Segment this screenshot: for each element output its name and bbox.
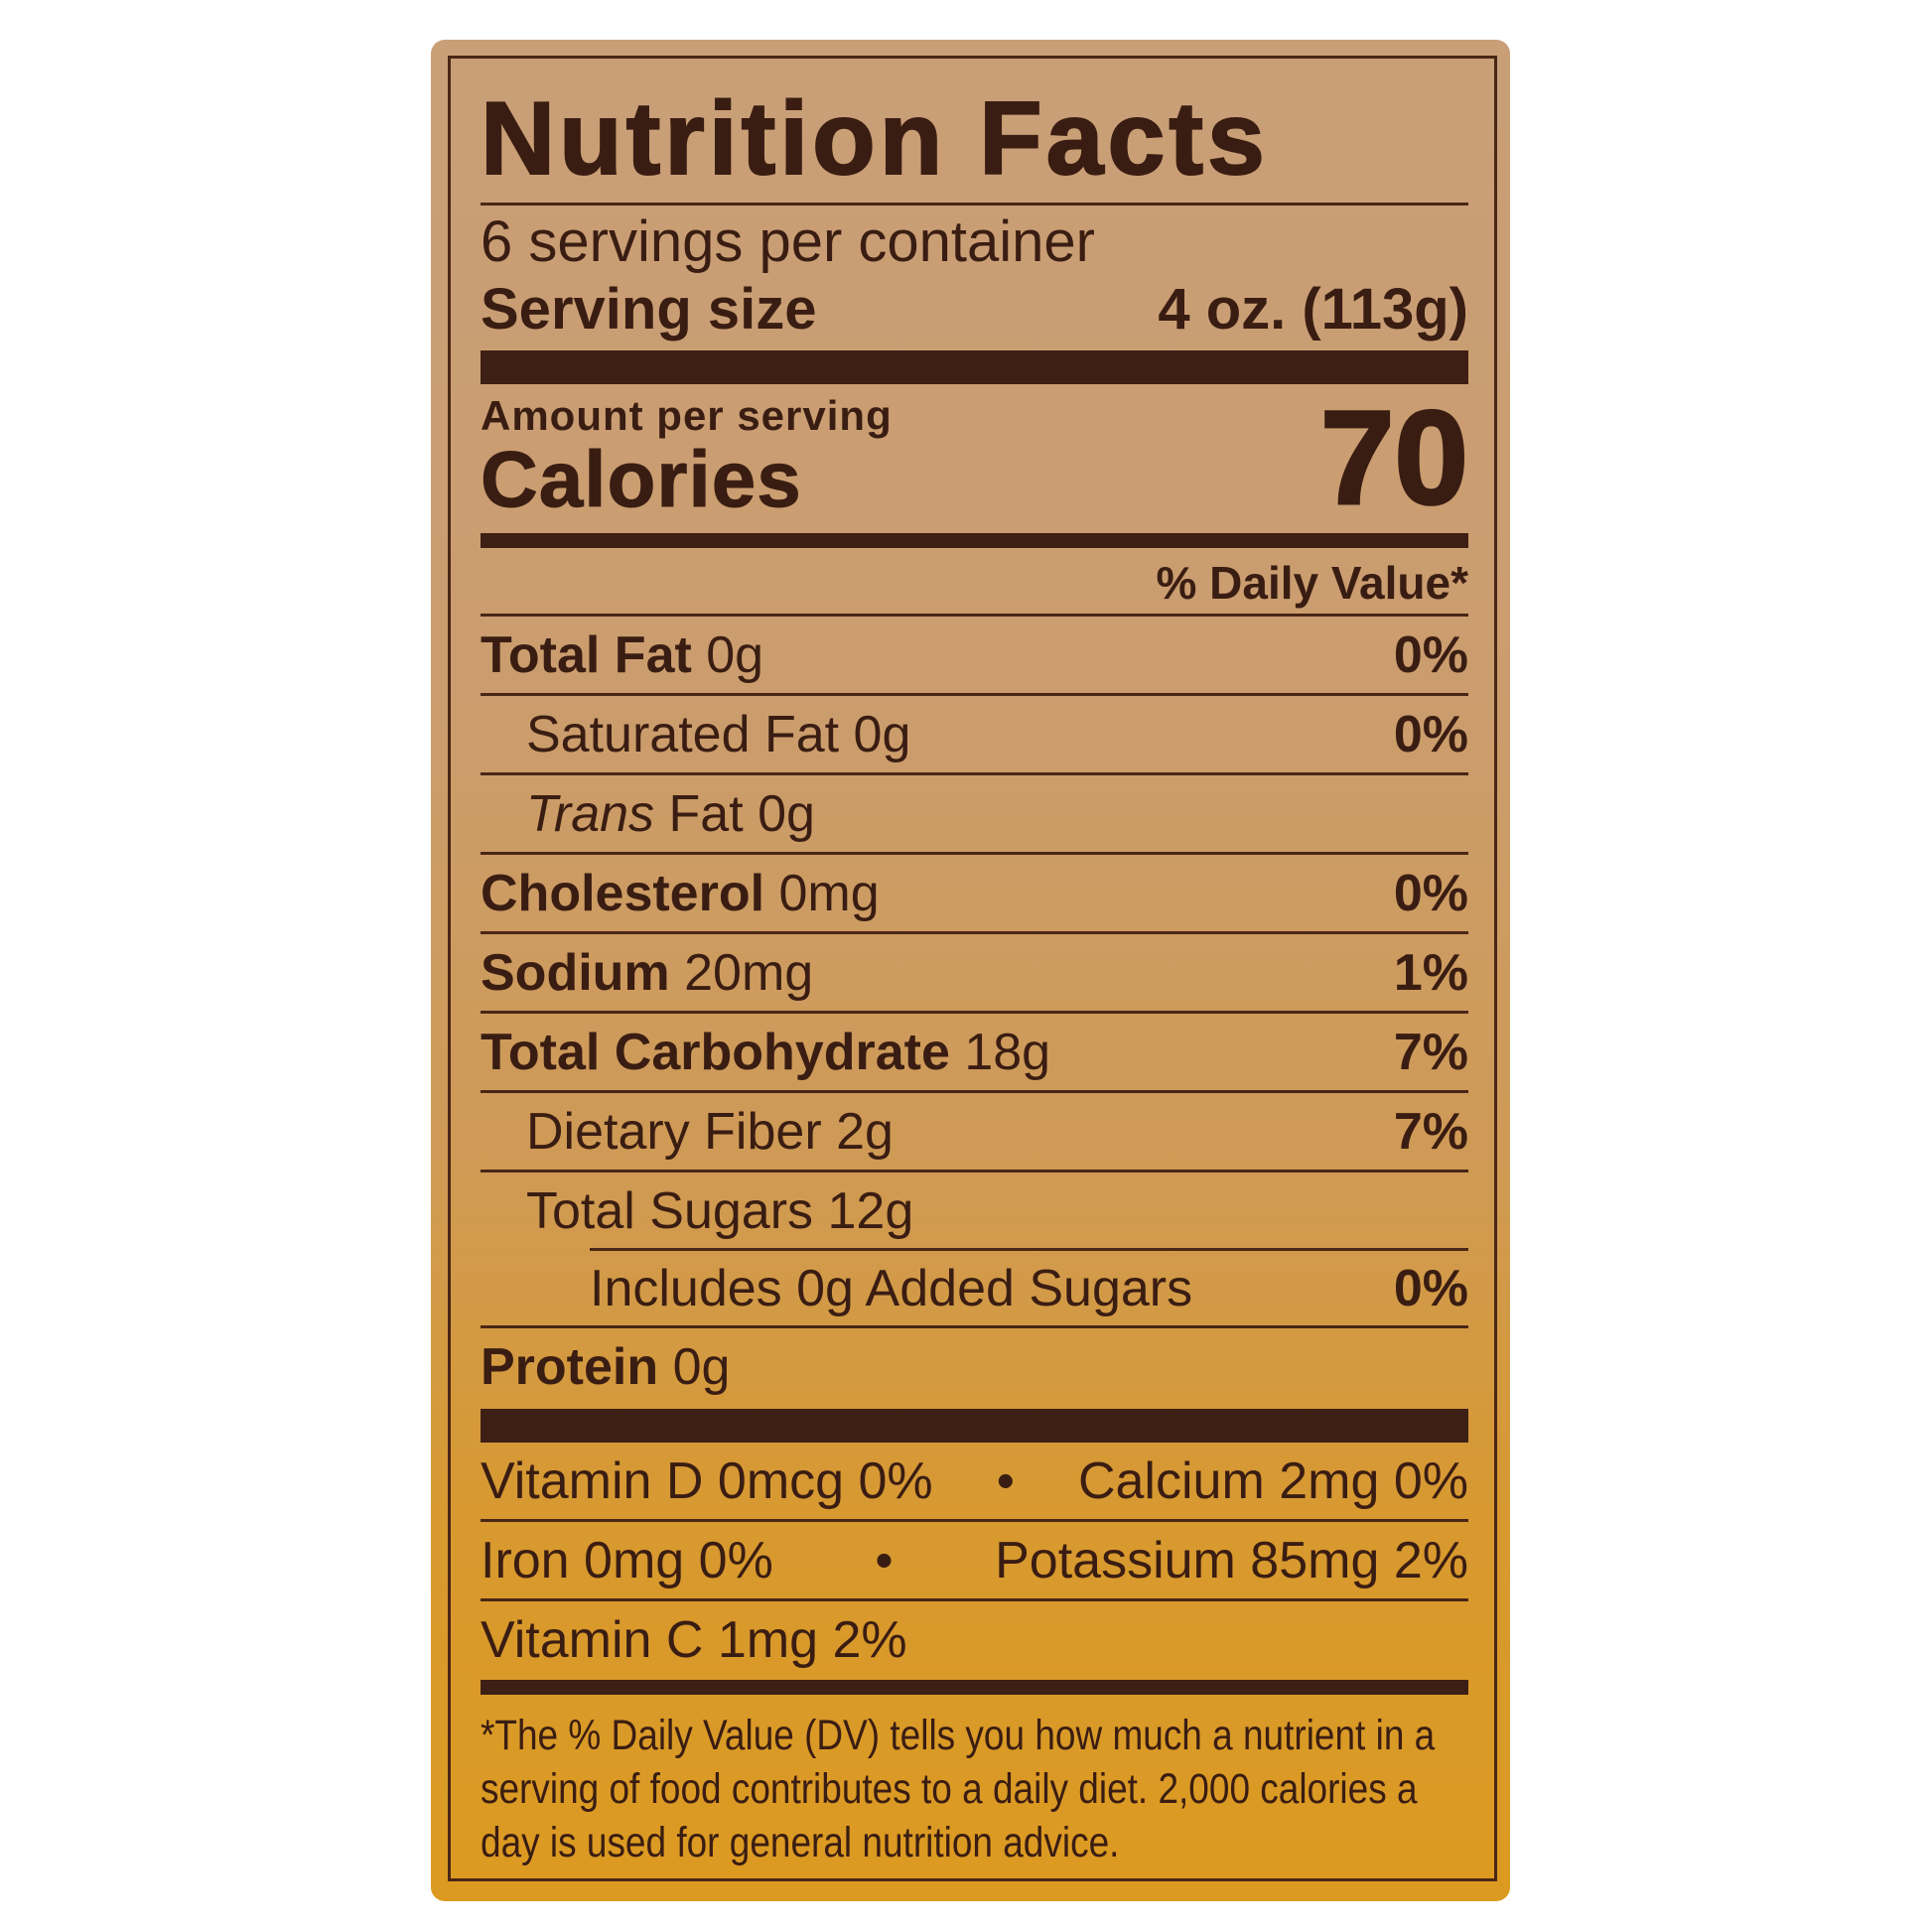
nutrient-dv: 1%	[1393, 943, 1468, 1002]
thick-divider	[481, 350, 1468, 384]
daily-value-header: % Daily Value*	[1156, 557, 1469, 609]
calories-label: Calories	[481, 435, 802, 524]
nutrient-label: Sodium	[481, 943, 670, 1002]
nutrient-dv: 7%	[1393, 1102, 1468, 1161]
medium-divider	[481, 1680, 1468, 1695]
nutrient-label: Total Fat	[481, 625, 692, 684]
nutrient-label: Total Carbohydrate	[481, 1023, 950, 1081]
footnote: *The % Daily Value (DV) tells you how mu…	[481, 1712, 1436, 1866]
nutrient-row-sodium: Sodium 20mg 1%	[481, 931, 1468, 1011]
nutrient-label: Trans	[526, 784, 655, 843]
iron: Iron 0mg 0%	[481, 1531, 773, 1589]
amount-per-serving: Amount per serving	[481, 392, 893, 439]
vitamin-d: Vitamin D 0mcg 0%	[481, 1451, 933, 1510]
nutrient-row-added-sugars: Includes 0g Added Sugars 0%	[481, 1247, 1468, 1325]
nutrient-dv: 0%	[1393, 625, 1468, 684]
calories-value: 70	[1318, 383, 1469, 534]
nutrient-label: Cholesterol	[481, 864, 765, 922]
nutrient-label: Protein	[481, 1337, 659, 1396]
nutrient-label: Total Sugars	[526, 1181, 814, 1240]
nutrient-amount: 12g	[827, 1181, 914, 1240]
medium-divider	[481, 533, 1468, 548]
servings-per-container: 6 servings per container	[481, 209, 1095, 274]
nutrient-row-dietary-fiber: Dietary Fiber 2g 7%	[481, 1090, 1468, 1170]
divider	[481, 203, 1468, 206]
label-border	[448, 56, 1497, 1881]
nutrient-label: Dietary Fiber	[526, 1102, 822, 1161]
nutrient-amount: 20mg	[684, 943, 814, 1002]
nutrient-dv: 0%	[1393, 864, 1468, 922]
nutrient-row-trans-fat: Trans Fat 0g	[481, 772, 1468, 852]
nutrient-row-cholesterol: Cholesterol 0mg 0%	[481, 852, 1468, 931]
nutrient-dv: 7%	[1393, 1023, 1468, 1081]
label-title: Nutrition Facts	[480, 80, 1269, 198]
nutrient-row-total-sugars: Total Sugars 12g	[481, 1170, 1468, 1249]
nutrient-dv: 0%	[1393, 1260, 1468, 1317]
vitamin-row: Iron 0mg 0% • Potassium 85mg 2%	[481, 1519, 1468, 1598]
serving-size-value: 4 oz. (113g)	[1158, 277, 1468, 342]
nutrient-amount: 18g	[964, 1023, 1051, 1081]
nutrient-amount: 2g	[836, 1102, 894, 1161]
nutrient-row-protein: Protein 0g	[481, 1325, 1468, 1405]
nutrient-label: Saturated Fat	[526, 705, 840, 763]
nutrient-amount: 0mg	[778, 864, 880, 922]
nutrient-row-total-carbohydrate: Total Carbohydrate 18g 7%	[481, 1011, 1468, 1090]
nutrient-label: Includes 0g Added Sugars	[590, 1260, 1193, 1317]
bullet: •	[996, 1451, 1015, 1510]
vitamin-c: Vitamin C 1mg 2%	[481, 1610, 907, 1669]
nutrient-amount: 0g	[706, 625, 764, 684]
nutrition-facts-label: Nutrition Facts 6 servings per container…	[431, 40, 1510, 1901]
nutrient-label-rest: Fat	[668, 784, 744, 843]
calories-block: Amount per serving Calories 70	[481, 383, 1470, 534]
thick-divider	[481, 1409, 1468, 1443]
nutrient-row-saturated-fat: Saturated Fat 0g 0%	[481, 693, 1468, 772]
nutrient-row-total-fat: Total Fat 0g 0%	[481, 614, 1468, 693]
vitamin-row: Vitamin C 1mg 2%	[481, 1598, 1468, 1678]
serving-size-label: Serving size	[481, 277, 817, 342]
potassium: Potassium 85mg 2%	[995, 1531, 1468, 1589]
nutrient-dv: 0%	[1393, 705, 1468, 763]
vitamin-row: Vitamin D 0mcg 0% • Calcium 2mg 0%	[481, 1443, 1468, 1519]
nutrient-amount: 0g	[853, 705, 911, 763]
calcium: Calcium 2mg 0%	[1077, 1451, 1468, 1510]
serving-size-row: Serving size 4 oz. (113g)	[481, 275, 1468, 350]
nutrient-amount: 0g	[672, 1337, 731, 1396]
nutrient-amount: 0g	[758, 784, 815, 843]
bullet: •	[875, 1531, 894, 1589]
